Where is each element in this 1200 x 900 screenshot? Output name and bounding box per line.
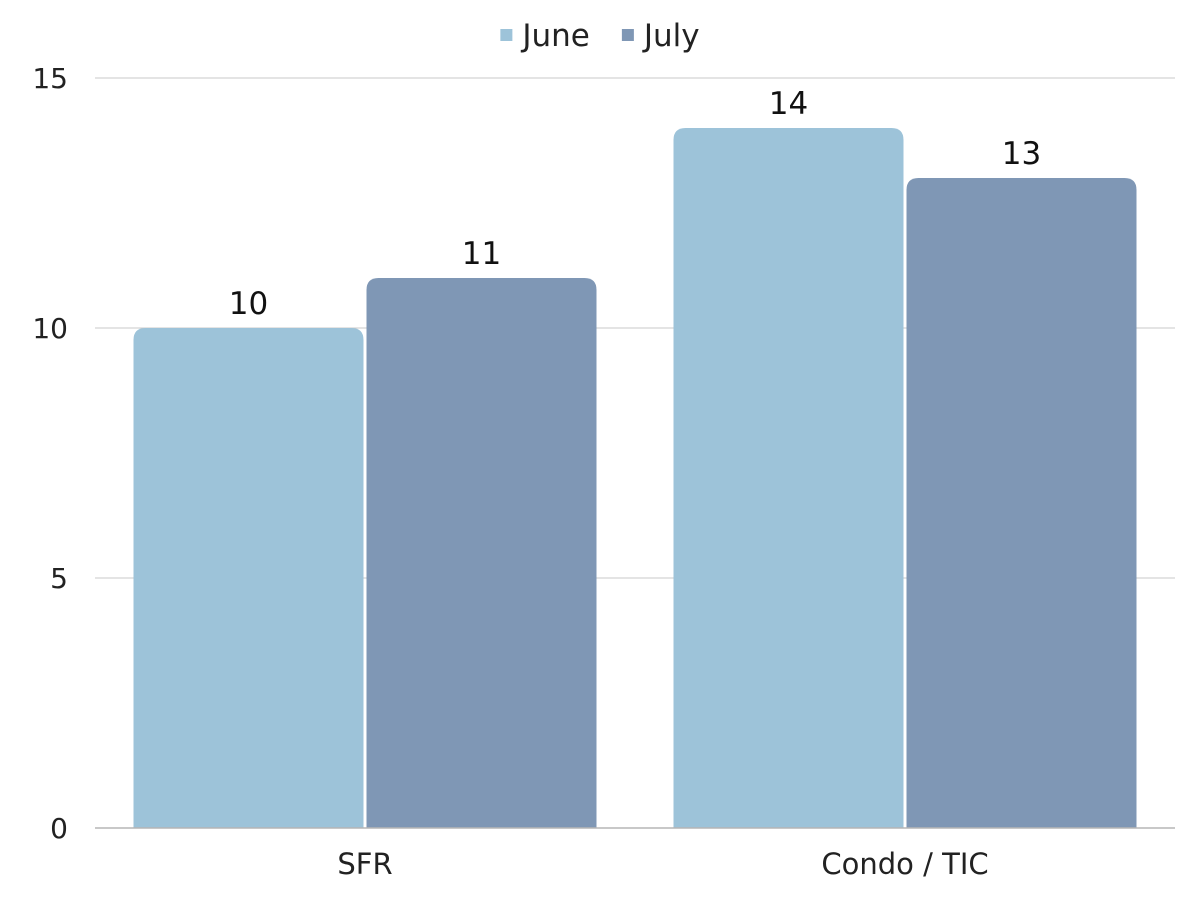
bar	[906, 178, 1137, 828]
legend-swatch	[500, 29, 513, 41]
bar	[133, 328, 364, 828]
legend-swatch	[621, 29, 634, 41]
data-labels: 10 11 14 13	[229, 86, 1041, 322]
bar	[673, 128, 904, 828]
x-category-label: SFR	[337, 847, 392, 881]
legend-item: June	[500, 18, 590, 54]
y-tick-label: 0	[50, 812, 68, 845]
legend: June July	[500, 18, 700, 54]
data-label: 13	[1002, 136, 1041, 172]
y-tick-label: 15	[32, 62, 68, 95]
x-category-label: Condo / TIC	[821, 847, 988, 881]
data-label: 14	[769, 86, 808, 122]
y-tick-label: 5	[50, 562, 68, 595]
y-axis-ticks: 0 5 10 15	[32, 62, 68, 845]
x-axis-categories: SFR Condo / TIC	[337, 847, 988, 881]
legend-label: June	[520, 18, 590, 54]
y-tick-label: 10	[32, 312, 68, 345]
bar	[366, 278, 597, 828]
data-label: 11	[462, 236, 501, 272]
bars	[133, 128, 1137, 828]
legend-label: July	[642, 18, 700, 54]
legend-item: July	[621, 18, 700, 54]
data-label: 10	[229, 286, 268, 322]
